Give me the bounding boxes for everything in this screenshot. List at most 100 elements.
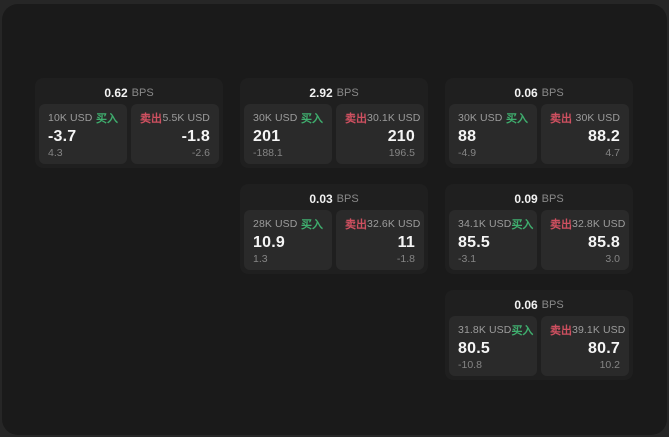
buy-amount: 30K USD bbox=[253, 112, 298, 124]
sell-delta: 10.2 bbox=[599, 359, 620, 371]
bps-value: 0.62 bbox=[104, 86, 128, 100]
bps-value: 0.06 bbox=[514, 298, 538, 312]
quote-card-body: 30K USD 买入 88 -4.9 卖出 30K USD 88.2 4.7 bbox=[449, 104, 629, 164]
buy-label: 买入 bbox=[96, 113, 118, 125]
sell-tile-header: 卖出 32.6K USD bbox=[345, 216, 420, 232]
buy-tile-header: 10K USD 买入 bbox=[48, 110, 118, 126]
sell-price: 210 bbox=[387, 127, 415, 145]
quote-card: 0.62 BPS 10K USD 买入 -3.7 4.3 卖出 5.5K USD… bbox=[35, 78, 223, 168]
buy-amount: 31.8K USD bbox=[458, 324, 512, 336]
buy-amount: 10K USD bbox=[48, 112, 93, 124]
buy-delta: -3.1 bbox=[458, 253, 477, 265]
bps-value: 0.03 bbox=[309, 192, 333, 206]
buy-amount: 28K USD bbox=[253, 218, 298, 230]
quote-card: 0.06 BPS 31.8K USD 买入 80.5 -10.8 卖出 39.1… bbox=[445, 290, 633, 380]
buy-label: 买入 bbox=[511, 219, 534, 231]
buy-delta: 1.3 bbox=[253, 253, 268, 265]
sell-label: 卖出 bbox=[345, 113, 367, 125]
sell-label: 卖出 bbox=[550, 325, 572, 337]
buy-label: 买入 bbox=[511, 325, 534, 337]
sell-quote-tile[interactable]: 卖出 30.1K USD 210 196.5 bbox=[336, 104, 424, 164]
sell-label: 卖出 bbox=[345, 219, 367, 231]
sell-tile-header: 卖出 5.5K USD bbox=[140, 110, 210, 126]
bps-unit-label: BPS bbox=[541, 87, 564, 99]
buy-label: 买入 bbox=[301, 113, 323, 125]
buy-quote-tile[interactable]: 34.1K USD 买入 85.5 -3.1 bbox=[449, 210, 537, 270]
bps-unit-label: BPS bbox=[131, 87, 154, 99]
sell-delta: 196.5 bbox=[388, 147, 415, 159]
buy-quote-tile[interactable]: 31.8K USD 买入 80.5 -10.8 bbox=[449, 316, 537, 376]
sell-label: 卖出 bbox=[550, 113, 572, 125]
sell-delta: -1.8 bbox=[396, 253, 415, 265]
buy-tile-header: 30K USD 买入 bbox=[458, 110, 528, 126]
sell-amount: 32.6K USD bbox=[367, 218, 421, 230]
bps-header: 0.09 BPS bbox=[449, 188, 629, 210]
sell-tile-header: 卖出 30.1K USD bbox=[345, 110, 420, 126]
sell-delta: 3.0 bbox=[605, 253, 620, 265]
sell-price: -1.8 bbox=[181, 127, 210, 145]
sell-amount: 5.5K USD bbox=[162, 112, 210, 124]
bps-header: 0.62 BPS bbox=[39, 82, 219, 104]
sell-tile-header: 卖出 39.1K USD bbox=[550, 322, 625, 338]
sell-tile-header: 卖出 32.8K USD bbox=[550, 216, 625, 232]
sell-price: 85.8 bbox=[588, 233, 620, 251]
sell-delta: -2.6 bbox=[191, 147, 210, 159]
bps-value: 2.92 bbox=[309, 86, 333, 100]
buy-delta: -4.9 bbox=[458, 147, 477, 159]
bps-value: 0.06 bbox=[514, 86, 538, 100]
buy-price: 201 bbox=[253, 127, 281, 145]
sell-label: 卖出 bbox=[550, 219, 572, 231]
sell-amount: 30K USD bbox=[575, 112, 620, 124]
quote-card-body: 28K USD 买入 10.9 1.3 卖出 32.6K USD 11 -1.8 bbox=[244, 210, 424, 270]
sell-quote-tile[interactable]: 卖出 30K USD 88.2 4.7 bbox=[541, 104, 629, 164]
sell-amount: 32.8K USD bbox=[572, 218, 626, 230]
bps-header: 2.92 BPS bbox=[244, 82, 424, 104]
buy-delta: 4.3 bbox=[48, 147, 63, 159]
quote-card: 2.92 BPS 30K USD 买入 201 -188.1 卖出 30.1K … bbox=[240, 78, 428, 168]
bps-unit-label: BPS bbox=[336, 87, 359, 99]
bps-unit-label: BPS bbox=[336, 193, 359, 205]
buy-price: 85.5 bbox=[458, 233, 490, 251]
buy-delta: -10.8 bbox=[458, 359, 482, 371]
sell-delta: 4.7 bbox=[605, 147, 620, 159]
buy-tile-header: 28K USD 买入 bbox=[253, 216, 323, 232]
sell-quote-tile[interactable]: 卖出 5.5K USD -1.8 -2.6 bbox=[131, 104, 219, 164]
buy-tile-header: 31.8K USD 买入 bbox=[458, 322, 533, 338]
quotes-panel: 0.62 BPS 10K USD 买入 -3.7 4.3 卖出 5.5K USD… bbox=[2, 4, 667, 435]
quote-card-body: 34.1K USD 买入 85.5 -3.1 卖出 32.8K USD 85.8… bbox=[449, 210, 629, 270]
buy-delta: -188.1 bbox=[253, 147, 283, 159]
quote-card-body: 31.8K USD 买入 80.5 -10.8 卖出 39.1K USD 80.… bbox=[449, 316, 629, 376]
buy-tile-header: 34.1K USD 买入 bbox=[458, 216, 533, 232]
sell-quote-tile[interactable]: 卖出 39.1K USD 80.7 10.2 bbox=[541, 316, 629, 376]
quote-card: 0.09 BPS 34.1K USD 买入 85.5 -3.1 卖出 32.8K… bbox=[445, 184, 633, 274]
buy-quote-tile[interactable]: 28K USD 买入 10.9 1.3 bbox=[244, 210, 332, 270]
buy-quote-tile[interactable]: 30K USD 买入 88 -4.9 bbox=[449, 104, 537, 164]
sell-quote-tile[interactable]: 卖出 32.8K USD 85.8 3.0 bbox=[541, 210, 629, 270]
buy-amount: 30K USD bbox=[458, 112, 503, 124]
buy-quote-tile[interactable]: 10K USD 买入 -3.7 4.3 bbox=[39, 104, 127, 164]
buy-price: 80.5 bbox=[458, 339, 490, 357]
buy-label: 买入 bbox=[301, 219, 323, 231]
sell-amount: 39.1K USD bbox=[572, 324, 626, 336]
sell-price: 11 bbox=[397, 233, 415, 251]
bps-header: 0.06 BPS bbox=[449, 294, 629, 316]
bps-unit-label: BPS bbox=[541, 299, 564, 311]
buy-price: 10.9 bbox=[253, 233, 285, 251]
buy-price: 88 bbox=[458, 127, 477, 145]
sell-amount: 30.1K USD bbox=[367, 112, 421, 124]
sell-price: 88.2 bbox=[588, 127, 620, 145]
sell-quote-tile[interactable]: 卖出 32.6K USD 11 -1.8 bbox=[336, 210, 424, 270]
bps-unit-label: BPS bbox=[541, 193, 564, 205]
bps-value: 0.09 bbox=[514, 192, 538, 206]
buy-price: -3.7 bbox=[48, 127, 77, 145]
bps-header: 0.06 BPS bbox=[449, 82, 629, 104]
sell-label: 卖出 bbox=[140, 113, 162, 125]
buy-label: 买入 bbox=[506, 113, 528, 125]
quote-card-body: 30K USD 买入 201 -188.1 卖出 30.1K USD 210 1… bbox=[244, 104, 424, 164]
quote-card: 0.06 BPS 30K USD 买入 88 -4.9 卖出 30K USD 8… bbox=[445, 78, 633, 168]
buy-quote-tile[interactable]: 30K USD 买入 201 -188.1 bbox=[244, 104, 332, 164]
quote-card: 0.03 BPS 28K USD 买入 10.9 1.3 卖出 32.6K US… bbox=[240, 184, 428, 274]
sell-tile-header: 卖出 30K USD bbox=[550, 110, 620, 126]
quote-card-body: 10K USD 买入 -3.7 4.3 卖出 5.5K USD -1.8 -2.… bbox=[39, 104, 219, 164]
buy-amount: 34.1K USD bbox=[458, 218, 512, 230]
